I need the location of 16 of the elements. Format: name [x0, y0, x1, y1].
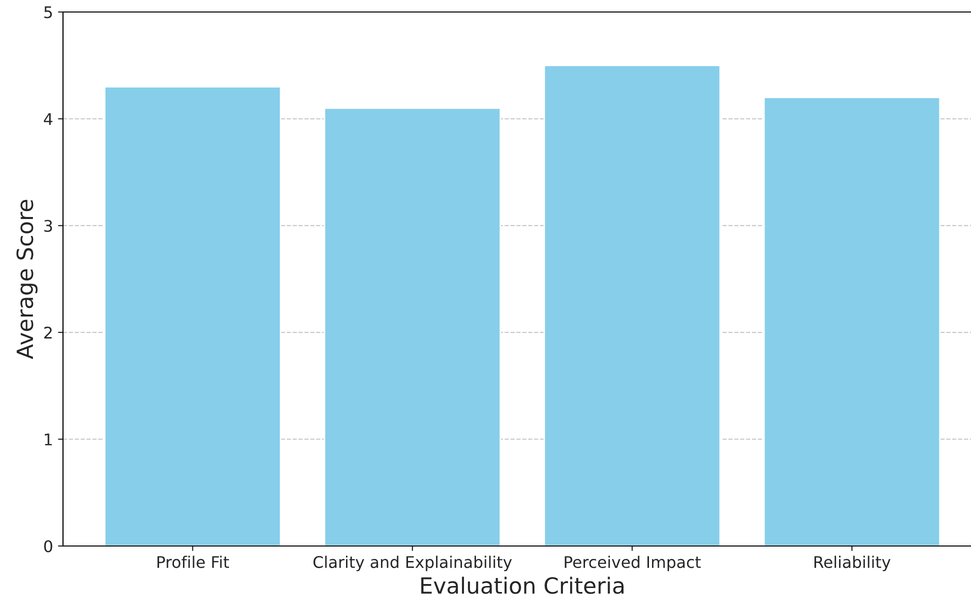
y-tick-label: 3	[44, 220, 52, 232]
x-tick-label: Reliability	[814, 556, 890, 572]
bar	[763, 96, 941, 546]
y-axis-title: Average Score	[16, 200, 38, 360]
x-axis-title: Evaluation Criteria	[421, 576, 624, 594]
bar	[324, 107, 502, 546]
x-tick-label: Perceived Impact	[564, 556, 701, 572]
bar	[544, 64, 721, 546]
y-tick-label: 4	[44, 113, 52, 125]
x-tick-label: Clarity and Explainability	[313, 556, 512, 572]
y-tick-label: 0	[44, 540, 52, 552]
y-tick-label: 1	[44, 434, 52, 446]
bar	[104, 86, 282, 546]
y-tick-label: 5	[44, 6, 52, 18]
x-tick-label: Profile Fit	[157, 556, 230, 568]
y-tick-label: 2	[44, 326, 52, 338]
